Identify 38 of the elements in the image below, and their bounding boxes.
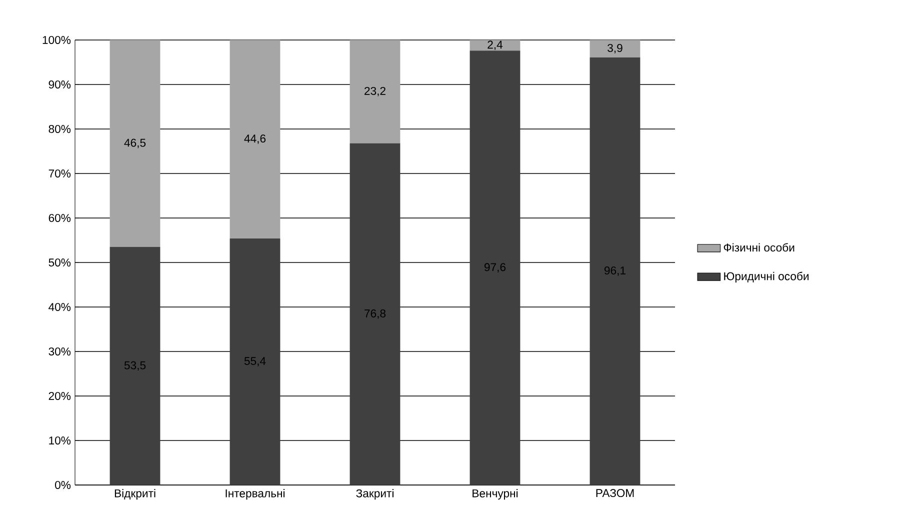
y-tick-label: 80% (48, 124, 71, 133)
bar (230, 40, 280, 238)
y-tick-label: 40% (48, 302, 71, 311)
data-label: 3,9 (608, 44, 622, 54)
y-tick-label: 70% (48, 169, 71, 178)
data-label: 46,5 (124, 138, 146, 148)
data-label: 55,4 (244, 357, 266, 366)
data-label: 76,8 (364, 309, 386, 319)
y-tick-label: 50% (48, 258, 71, 266)
data-label: 96,1 (604, 266, 626, 276)
x-tick-label: Інтервальні (226, 489, 285, 500)
bar (350, 40, 400, 144)
data-label: 44,6 (244, 134, 266, 144)
bar (590, 40, 640, 58)
data-label: 97,6 (484, 263, 506, 272)
bar (470, 40, 520, 51)
legend-label: Юридичні особи (724, 272, 809, 282)
y-tick-label: 20% (48, 392, 71, 400)
bar (110, 40, 160, 247)
bar (350, 143, 400, 485)
legend-label: Фізичні особи (724, 243, 794, 252)
y-tick-label: 30% (48, 347, 71, 356)
x-tick-label: Венчурні (472, 489, 518, 500)
bar (110, 246, 160, 485)
x-tick-label: Закриті (356, 489, 394, 500)
x-tick-label: РАЗОМ (596, 489, 634, 498)
bar (230, 238, 280, 485)
y-tick-label: 100% (42, 36, 71, 44)
y-tick-label: 90% (48, 80, 71, 88)
bar (470, 50, 520, 485)
y-tick-label: 0% (55, 480, 71, 489)
data-label: 2,4 (488, 40, 503, 50)
y-tick-label: 60% (48, 214, 71, 222)
data-label: 53,5 (124, 361, 146, 371)
x-tick-label: Відкриті (114, 489, 156, 500)
data-label: 23,2 (364, 86, 386, 96)
bar (590, 57, 640, 485)
y-tick-label: 10% (49, 436, 71, 444)
